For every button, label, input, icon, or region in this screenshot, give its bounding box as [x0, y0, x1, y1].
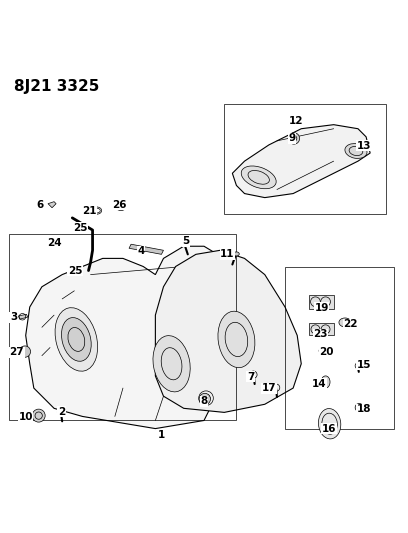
Text: 11: 11 — [220, 249, 235, 260]
Polygon shape — [26, 246, 228, 429]
Circle shape — [293, 118, 301, 126]
Text: 15: 15 — [357, 360, 371, 370]
Text: 26: 26 — [112, 200, 126, 210]
Text: 8J21 3325: 8J21 3325 — [13, 79, 99, 94]
Text: 14: 14 — [312, 379, 327, 389]
Text: 16: 16 — [322, 424, 336, 433]
Ellipse shape — [319, 348, 328, 354]
Text: 8: 8 — [200, 396, 208, 406]
Circle shape — [355, 403, 363, 411]
Polygon shape — [155, 251, 301, 413]
Text: 4: 4 — [137, 246, 145, 256]
Text: 25: 25 — [73, 223, 88, 233]
Ellipse shape — [234, 252, 239, 256]
Ellipse shape — [55, 308, 98, 371]
Circle shape — [32, 409, 45, 422]
Polygon shape — [308, 295, 334, 309]
Ellipse shape — [345, 143, 367, 158]
Text: 13: 13 — [357, 141, 371, 151]
Text: 12: 12 — [289, 116, 304, 126]
Text: 22: 22 — [344, 319, 358, 329]
Text: 3: 3 — [10, 312, 17, 322]
Text: 23: 23 — [313, 329, 328, 339]
Polygon shape — [48, 201, 56, 208]
Text: 9: 9 — [289, 133, 296, 143]
Circle shape — [19, 346, 31, 357]
Text: 21: 21 — [82, 206, 97, 215]
Ellipse shape — [241, 166, 276, 189]
Text: 1: 1 — [158, 430, 165, 440]
Polygon shape — [129, 244, 164, 254]
Ellipse shape — [182, 240, 187, 243]
Ellipse shape — [218, 311, 255, 368]
Text: 10: 10 — [18, 412, 33, 422]
Polygon shape — [18, 314, 28, 319]
Text: 20: 20 — [319, 348, 334, 358]
Text: 19: 19 — [314, 303, 329, 313]
Text: 25: 25 — [68, 265, 82, 276]
Polygon shape — [233, 125, 370, 198]
Text: 17: 17 — [262, 383, 276, 393]
Text: 18: 18 — [357, 404, 371, 414]
Polygon shape — [308, 323, 334, 335]
Text: 27: 27 — [9, 348, 24, 358]
Circle shape — [199, 393, 211, 405]
Text: 7: 7 — [247, 372, 254, 382]
Text: 6: 6 — [36, 199, 44, 209]
Text: 2: 2 — [58, 407, 65, 417]
Ellipse shape — [153, 336, 190, 392]
Circle shape — [288, 133, 299, 144]
Ellipse shape — [339, 318, 351, 327]
Ellipse shape — [318, 409, 341, 439]
Ellipse shape — [62, 318, 91, 361]
Text: 24: 24 — [47, 238, 61, 248]
Ellipse shape — [321, 376, 330, 388]
Text: 5: 5 — [182, 236, 189, 246]
